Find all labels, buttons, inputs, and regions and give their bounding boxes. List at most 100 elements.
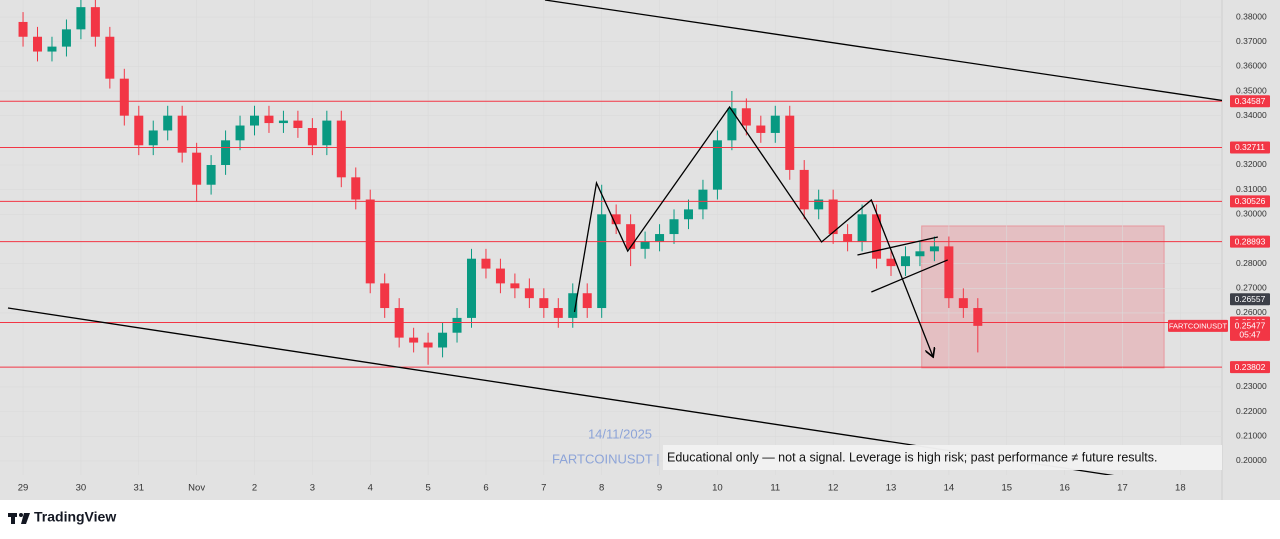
candle-body — [510, 283, 520, 289]
disclaimer-box — [663, 445, 1222, 470]
candle-body — [626, 224, 636, 249]
target-zone — [921, 225, 1165, 369]
candle-body — [741, 108, 751, 126]
y-tick-label: 0.21000 — [1236, 431, 1267, 441]
x-tick-label: 31 — [133, 483, 144, 494]
y-tick-label: 0.38000 — [1236, 11, 1267, 21]
x-tick-label: 8 — [599, 483, 604, 494]
candle-body — [785, 115, 795, 170]
level-price-box — [1230, 361, 1270, 374]
y-tick-label: 0.27000 — [1236, 283, 1267, 293]
candle-body — [712, 140, 722, 190]
plot-area — [0, 0, 1222, 475]
level-price-label: 0.30526 — [1235, 196, 1266, 206]
x-tick-label: 30 — [76, 483, 87, 494]
countdown: 05:47 — [1239, 330, 1261, 340]
candle-body — [857, 214, 867, 242]
candle-body — [452, 317, 462, 333]
candle-body — [886, 258, 896, 267]
watermark-symbol: FARTCOINUSDT | 6 — [552, 451, 670, 466]
level-price-box — [1230, 95, 1270, 108]
candle-body — [438, 332, 448, 348]
y-tick-label: 0.32000 — [1236, 159, 1267, 169]
candle-body — [481, 258, 491, 269]
level-price-label: 0.34587 — [1235, 96, 1266, 106]
candle-body — [278, 120, 288, 124]
candle-body — [669, 219, 679, 235]
candle-body — [76, 7, 86, 30]
level-price-label: 0.28893 — [1235, 236, 1266, 246]
candle-body — [814, 199, 824, 210]
disclaimer: Educational only — not a signal. Leverag… — [667, 450, 1157, 464]
level-price-box — [1230, 141, 1270, 154]
x-tick-label: 10 — [712, 483, 723, 494]
x-tick-label: Nov — [188, 483, 205, 494]
x-tick-label: 9 — [657, 483, 662, 494]
candle-body — [655, 234, 665, 242]
candle-body — [33, 36, 43, 52]
candle-body — [380, 283, 390, 309]
x-tick-label: 14 — [944, 483, 955, 494]
candle-body — [322, 120, 332, 146]
candle-body — [524, 288, 534, 299]
candle-body — [351, 177, 361, 200]
candle-body — [177, 115, 187, 153]
x-tick-label: 18 — [1175, 483, 1186, 494]
candle-body — [18, 21, 28, 37]
candle-body — [235, 125, 245, 141]
candle-body — [597, 214, 607, 309]
last-price-box — [1230, 319, 1270, 341]
y-tick-label: 0.20000 — [1236, 455, 1267, 465]
x-tick-label: 12 — [828, 483, 839, 494]
marker-price-box — [1230, 293, 1270, 306]
brand: TradingView — [34, 509, 116, 525]
candle-body — [119, 78, 129, 116]
candle-body — [843, 234, 853, 242]
candle-body — [568, 293, 578, 318]
candle-body — [206, 164, 216, 185]
x-tick-label: 4 — [368, 483, 373, 494]
y-tick-label: 0.22000 — [1236, 406, 1267, 416]
candle-body — [495, 268, 505, 284]
symbol-label: FARTCOINUSDT — [1169, 321, 1228, 330]
candle-body — [683, 209, 693, 220]
candle-body — [423, 342, 433, 348]
candle-body — [770, 115, 780, 133]
y-tick-label: 0.36000 — [1236, 61, 1267, 71]
candle-body — [148, 130, 158, 146]
level-price-label: 0.23802 — [1235, 362, 1266, 372]
x-tick-label: 11 — [770, 483, 780, 494]
candle-body — [105, 36, 115, 79]
candle-body — [221, 140, 231, 165]
x-tick-label: 13 — [886, 483, 897, 494]
candle-body — [900, 256, 910, 267]
x-tick-label: 6 — [483, 483, 488, 494]
candle-body — [90, 7, 100, 37]
y-tick-label: 0.26000 — [1236, 307, 1267, 317]
x-tick-label: 3 — [310, 483, 315, 494]
candle-body — [973, 308, 983, 326]
y-tick-label: 0.23000 — [1236, 381, 1267, 391]
candle-body — [756, 125, 766, 133]
candle-body — [466, 258, 476, 318]
trend-line — [871, 259, 948, 293]
level-price-box — [1230, 235, 1270, 248]
candle-body — [307, 127, 317, 146]
trend-line — [544, 0, 1222, 102]
symbol-label-box — [1168, 319, 1228, 332]
candle-body — [553, 308, 563, 318]
level-price-box — [1230, 195, 1270, 208]
candle-body — [872, 214, 882, 259]
brand-logo — [8, 513, 30, 524]
marker-price-label: 0.26557 — [1235, 294, 1266, 304]
candle-body — [192, 152, 202, 185]
candle-body — [698, 189, 708, 210]
watermark-date: 14/11/2025 — [588, 426, 652, 441]
candle-body — [582, 293, 592, 309]
x-tick-label: 17 — [1117, 483, 1128, 494]
candle-body — [799, 169, 809, 210]
x-tick-label: 29 — [18, 483, 29, 494]
candle-body — [944, 246, 954, 299]
candle-body — [250, 115, 260, 126]
